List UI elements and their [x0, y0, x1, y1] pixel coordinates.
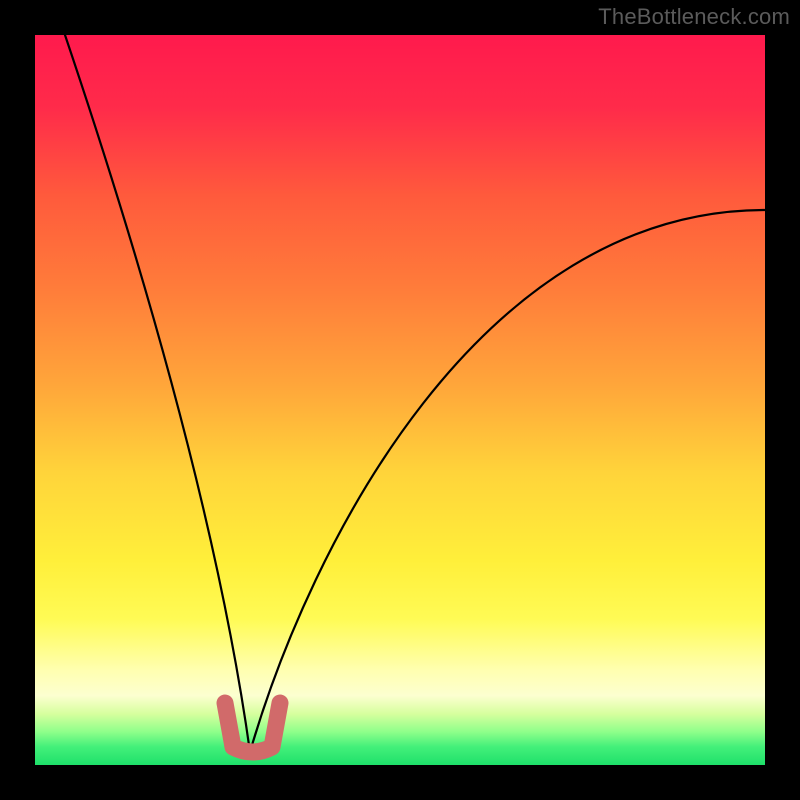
figure-container: TheBottleneck.com [0, 0, 800, 800]
watermark-text: TheBottleneck.com [598, 4, 790, 30]
plot-background [35, 35, 765, 765]
bottleneck-chart [0, 0, 800, 800]
